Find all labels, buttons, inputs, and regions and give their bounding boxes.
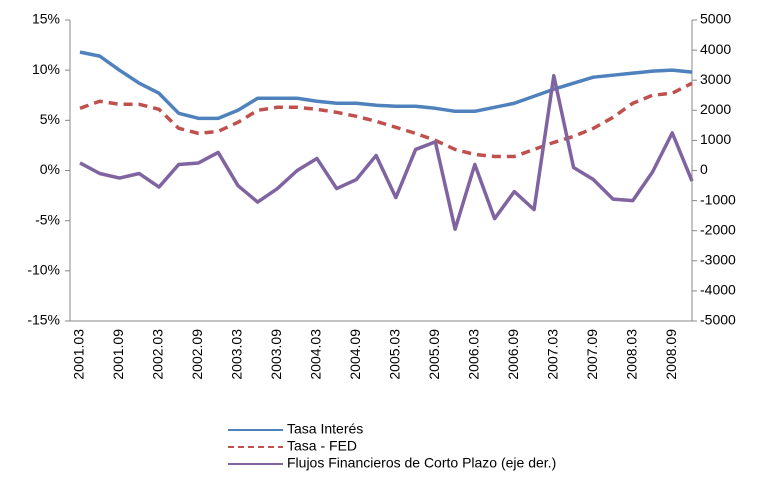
- x-tick-label: 2003.03: [229, 329, 245, 380]
- x-tick-label: 2004.09: [347, 329, 363, 380]
- legend-label: Flujos Financieros de Corto Plazo (eje d…: [287, 455, 556, 471]
- y2-tick-label: 1000: [700, 131, 731, 147]
- x-tick-label: 2005.09: [426, 329, 442, 380]
- series-line: [79, 73, 694, 231]
- x-tick-label: 2002.09: [189, 329, 205, 380]
- legend-label: Tasa Interés: [287, 421, 363, 437]
- x-tick-label: 2002.03: [150, 329, 166, 380]
- x-tick-label: 2005.03: [387, 329, 403, 380]
- y2-tick-label: 3000: [700, 71, 731, 87]
- x-tick-label: 2001.09: [110, 329, 126, 380]
- x-tick-label: 2004.03: [308, 329, 324, 380]
- y-tick-label: -5%: [35, 211, 60, 227]
- y2-tick-label: -2000: [700, 221, 736, 237]
- x-tick-label: 2001.03: [71, 329, 87, 380]
- y-tick-label: 10%: [32, 61, 60, 77]
- y2-tick-label: 2000: [700, 101, 731, 117]
- y-tick-label: -15%: [27, 312, 60, 328]
- legend-label: Tasa - FED: [287, 438, 357, 454]
- series-line: [79, 50, 693, 121]
- x-tick-label: 2006.09: [505, 329, 521, 380]
- x-tick-label: 2006.03: [466, 329, 482, 380]
- y-tick-label: -10%: [27, 262, 60, 278]
- x-tick-label: 2003.09: [268, 329, 284, 380]
- y2-tick-label: -3000: [700, 252, 736, 268]
- y2-tick-label: -5000: [700, 312, 736, 328]
- series-line: [79, 81, 693, 159]
- y-tick-label: 5%: [40, 111, 60, 127]
- y2-tick-label: 5000: [700, 11, 731, 27]
- x-tick-label: 2007.09: [584, 329, 600, 380]
- y2-tick-label: -1000: [700, 191, 736, 207]
- y2-tick-label: -4000: [700, 282, 736, 298]
- y-tick-label: 15%: [32, 11, 60, 27]
- x-tick-label: 2008.03: [623, 329, 639, 380]
- y2-tick-label: 0: [700, 161, 708, 177]
- x-tick-label: 2007.03: [545, 329, 561, 380]
- y2-tick-label: 4000: [700, 41, 731, 57]
- y-tick-label: 0%: [40, 161, 60, 177]
- x-tick-label: 2008.09: [663, 329, 679, 380]
